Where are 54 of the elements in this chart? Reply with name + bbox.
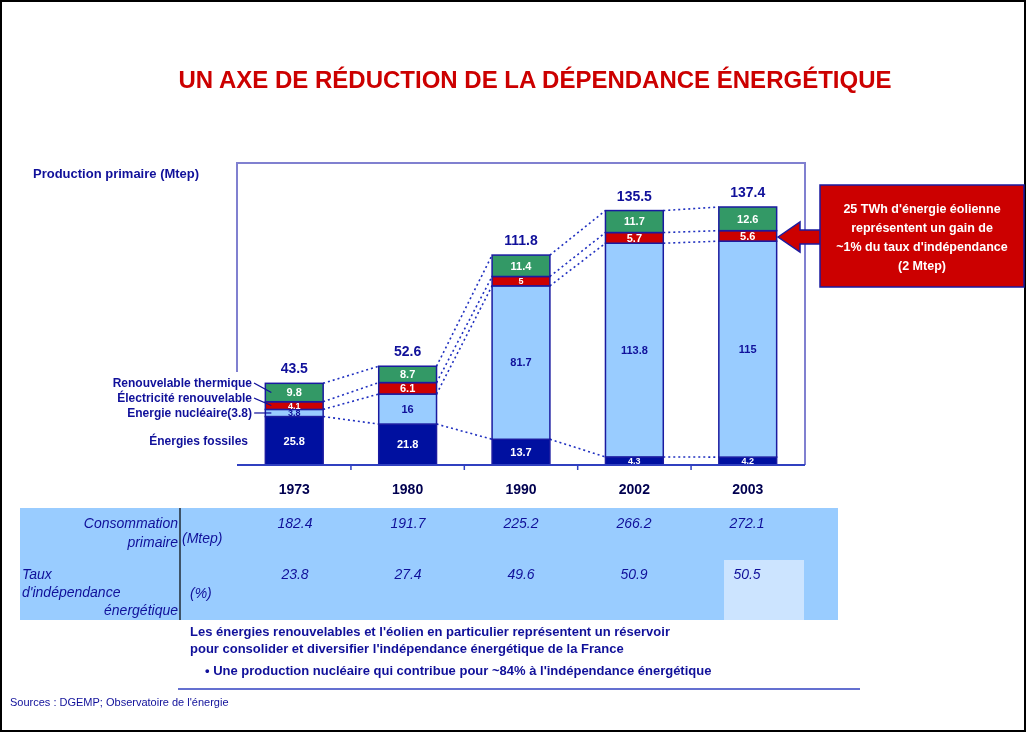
text: 266.2 [615,515,652,531]
data-label: 81.7 [510,356,532,369]
x-tick-label: 1973 [278,481,311,497]
text: 182.4 [277,515,313,531]
data-label: 115 [738,342,757,355]
legend-label: Energie nucléaire(3.8) [127,406,252,421]
text: (%) [190,585,212,601]
text: 191.7 [390,515,427,531]
text: Consommation primaire [83,515,179,550]
data-label: 12.6 [737,212,759,225]
data-label: 11.7 [623,215,645,228]
text: (Mtep) [182,530,223,546]
chart-title: UN AXE DE RÉDUCTION DE LA DÉPENDANCE ÉNERGÉTIQUE [178,66,892,93]
data-label: 9.8 [286,386,302,399]
legend-label: Électricité renouvelable [117,390,253,406]
total-label: 43.5 [280,360,309,377]
x-tick-label: 1990 [505,481,537,497]
data-label: 25.8 [283,434,305,447]
data-label: 6.1 [399,382,416,395]
data-label: 13.7 [510,445,532,458]
data-label: 4.2 [741,456,754,467]
data-label: 16 [401,402,414,415]
x-tick-label: 1980 [392,481,424,497]
data-label: 21.8 [396,438,419,451]
data-label: 5 [518,276,524,287]
total-label: 135.5 [616,187,653,204]
text: 27.4 [393,566,422,582]
series-label: Énergies fossiles [149,432,249,448]
text: Taux d'indépendance énergétique [22,566,179,618]
text: 25 TWh d'énergie éolienne représentent un gain de ~1% du taux d'indépendance (2 Mtep) [836,202,1008,273]
text: 23.8 [280,566,309,582]
x-tick-label: 2003 [732,481,764,497]
text: 272.1 [728,515,765,531]
x-tick-label: 2002 [618,481,651,497]
data-label: 4.3 [628,456,641,467]
text: • Une production nucléaire qui contribue pour ~84% à l'indépendance énergétique [205,663,712,678]
data-label: 11.4 [510,259,533,272]
data-label: 5.7 [626,231,643,244]
text: 50.9 [620,566,648,582]
text: 225.2 [502,515,539,531]
y-axis-title: Production primaire (Mtep) [33,166,200,181]
total-label: 52.6 [394,343,422,360]
source-note: Sources : DGEMP; Observatoire de l'énergie [10,696,229,708]
data-label: 113.8 [620,343,648,356]
data-label: 5.6 [740,229,756,242]
legend-label: Renouvelable thermique [112,376,253,391]
data-label: 8.7 [399,368,416,381]
text: 49.6 [507,566,535,582]
text: 50.5 [733,566,761,582]
data-label: 3.8 [288,408,301,419]
total-label: 111.8 [504,232,538,249]
total-label: 137.4 [730,184,766,200]
text: Les énergies renouvelables et l'éolien en particulier représentent un réservoir pour consolider et diversifier l'indépendance énergétique de la France [190,624,670,656]
data-label: 4.1 [288,400,301,411]
